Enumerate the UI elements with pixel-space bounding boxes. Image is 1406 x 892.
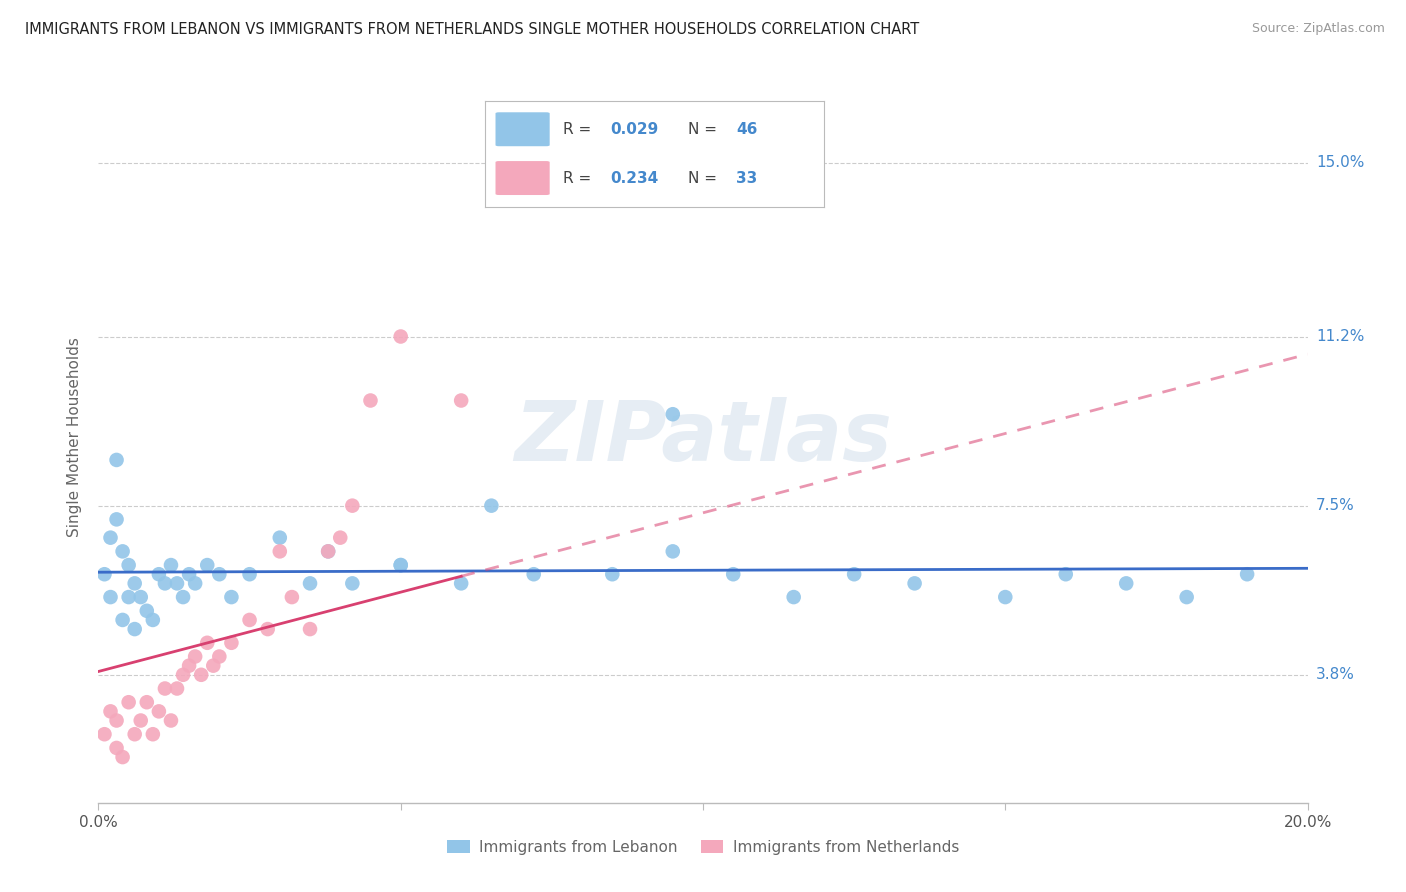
Point	[184, 649, 207, 664]
Point	[105, 714, 128, 728]
Point	[269, 531, 291, 545]
Point	[299, 576, 322, 591]
Point	[481, 499, 503, 513]
Point	[105, 740, 128, 755]
Point	[135, 695, 157, 709]
Point	[124, 727, 146, 741]
Text: 11.2%: 11.2%	[1316, 329, 1364, 344]
Point	[118, 558, 141, 573]
Y-axis label: Single Mother Households: Single Mother Households	[67, 337, 83, 537]
Point	[124, 622, 146, 636]
Point	[1115, 576, 1137, 591]
Point	[316, 544, 339, 558]
Point	[172, 590, 194, 604]
Point	[221, 590, 243, 604]
Point	[450, 576, 472, 591]
Point	[111, 544, 134, 558]
Point	[153, 681, 176, 696]
Point	[342, 499, 364, 513]
Point	[160, 558, 183, 573]
Point	[844, 567, 866, 582]
Text: IMMIGRANTS FROM LEBANON VS IMMIGRANTS FROM NETHERLANDS SINGLE MOTHER HOUSEHOLDS : IMMIGRANTS FROM LEBANON VS IMMIGRANTS FR…	[25, 22, 920, 37]
Point	[166, 681, 188, 696]
Point	[389, 329, 412, 343]
Point	[105, 453, 128, 467]
Point	[184, 576, 207, 591]
Point	[100, 705, 122, 719]
Text: 7.5%: 7.5%	[1316, 498, 1354, 513]
Point	[904, 576, 927, 591]
Point	[281, 590, 304, 604]
Point	[142, 727, 165, 741]
Point	[179, 567, 201, 582]
Point	[661, 407, 683, 421]
Point	[135, 604, 157, 618]
Point	[148, 705, 170, 719]
Text: 3.8%: 3.8%	[1316, 667, 1355, 682]
Point	[661, 544, 683, 558]
Point	[105, 512, 128, 526]
Point	[239, 613, 262, 627]
Point	[160, 714, 183, 728]
Point	[360, 393, 382, 408]
Point	[450, 393, 472, 408]
Point	[111, 613, 134, 627]
Point	[202, 658, 225, 673]
Point	[342, 576, 364, 591]
Point	[148, 567, 170, 582]
Point	[118, 695, 141, 709]
Point	[299, 622, 322, 636]
Point	[389, 558, 412, 573]
Text: 15.0%: 15.0%	[1316, 155, 1364, 170]
Point	[208, 567, 231, 582]
Point	[389, 558, 412, 573]
Point	[723, 567, 745, 582]
Point	[1175, 590, 1198, 604]
Point	[129, 590, 152, 604]
Point	[124, 576, 146, 591]
Point	[208, 649, 231, 664]
Point	[100, 590, 122, 604]
Point	[523, 567, 546, 582]
Point	[129, 714, 152, 728]
Point	[190, 667, 212, 682]
Point	[221, 636, 243, 650]
Point	[172, 667, 194, 682]
Point	[329, 531, 352, 545]
Point	[783, 590, 806, 604]
Point	[269, 544, 291, 558]
Point	[316, 544, 339, 558]
Point	[1236, 567, 1258, 582]
Point	[195, 558, 218, 573]
Point	[195, 636, 218, 650]
Point	[602, 567, 624, 582]
Point	[994, 590, 1017, 604]
Point	[118, 590, 141, 604]
Legend: Immigrants from Lebanon, Immigrants from Netherlands: Immigrants from Lebanon, Immigrants from…	[441, 834, 965, 861]
Point	[111, 750, 134, 764]
Text: ZIPatlas: ZIPatlas	[515, 397, 891, 477]
Point	[142, 613, 165, 627]
Point	[93, 567, 115, 582]
Text: Source: ZipAtlas.com: Source: ZipAtlas.com	[1251, 22, 1385, 36]
Point	[256, 622, 278, 636]
Point	[166, 576, 188, 591]
Point	[100, 531, 122, 545]
Point	[179, 658, 201, 673]
Point	[239, 567, 262, 582]
Point	[153, 576, 176, 591]
Point	[1054, 567, 1077, 582]
Point	[93, 727, 115, 741]
